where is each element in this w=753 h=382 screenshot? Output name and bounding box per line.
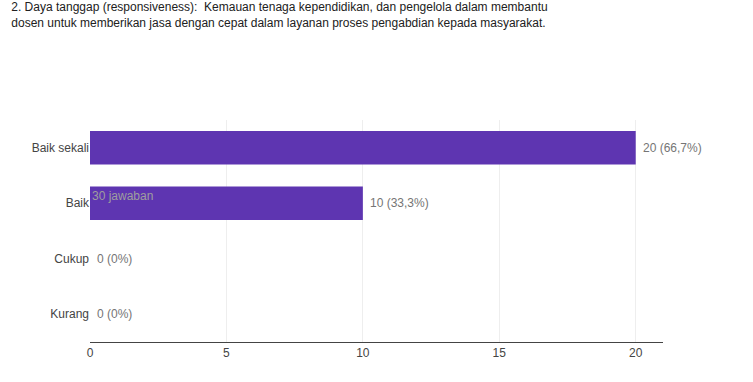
svg-text:Baik: Baik (66, 196, 90, 210)
svg-text:0: 0 (87, 346, 94, 360)
svg-text:Kurang: Kurang (50, 307, 89, 321)
svg-text:0 (0%): 0 (0%) (97, 252, 132, 266)
svg-text:Baik sekali: Baik sekali (32, 141, 89, 155)
svg-text:10: 10 (356, 346, 370, 360)
svg-text:20 (66,7%): 20 (66,7%) (643, 141, 702, 155)
svg-text:2. Daya tanggap (responsivenes: 2. Daya tanggap (responsiveness): Kemaua… (11, 0, 547, 30)
svg-text:30 jawaban: 30 jawaban (92, 189, 153, 203)
svg-text:Cukup: Cukup (54, 252, 89, 266)
svg-text:10 (33,3%): 10 (33,3%) (370, 196, 429, 210)
svg-text:20: 20 (629, 346, 643, 360)
svg-text:5: 5 (223, 346, 230, 360)
svg-text:15: 15 (493, 346, 507, 360)
svg-text:0 (0%): 0 (0%) (97, 307, 132, 321)
